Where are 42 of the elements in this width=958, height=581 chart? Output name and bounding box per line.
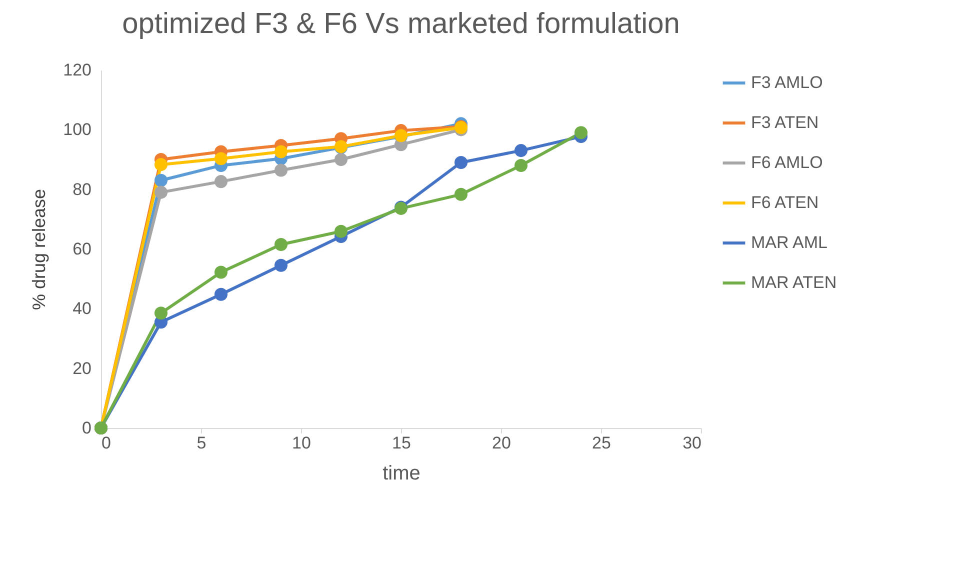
point xyxy=(154,306,168,320)
point xyxy=(214,175,228,188)
point xyxy=(214,152,228,166)
y-tick-label: 80 xyxy=(72,180,92,199)
legend-label: F3 AMLO xyxy=(751,73,823,92)
y-tick-label: 100 xyxy=(63,120,92,140)
x-tick-label: 5 xyxy=(196,434,206,452)
point xyxy=(274,145,288,158)
point xyxy=(454,156,468,169)
y-tick-label: 0 xyxy=(82,418,92,438)
x-tick-label: 15 xyxy=(392,434,411,452)
point xyxy=(214,266,228,279)
point xyxy=(154,158,168,172)
point xyxy=(274,258,288,272)
legend-label: F3 ATEN xyxy=(751,113,819,132)
point xyxy=(514,158,528,172)
legend-label: MAR ATEN xyxy=(751,273,837,292)
y-tick-label: 20 xyxy=(72,358,92,378)
point xyxy=(274,238,288,252)
x-tick-label: 25 xyxy=(592,434,611,452)
legend-label: MAR AML xyxy=(751,233,828,252)
point xyxy=(574,126,588,140)
chart-title: optimized F3 & F6 Vs marketed formulation xyxy=(122,8,680,40)
y-tick-label: 60 xyxy=(72,240,92,258)
x-tick-label: 20 xyxy=(492,434,511,452)
y-tick-label: 120 xyxy=(63,60,92,80)
x-axis-title: time xyxy=(382,462,420,484)
x-tick-label: 30 xyxy=(682,434,702,452)
x-tick-label: 0 xyxy=(102,434,111,452)
x-tick-label: 10 xyxy=(292,434,311,452)
y-axis-title: % drug release xyxy=(29,188,50,310)
point xyxy=(154,186,168,199)
point xyxy=(454,188,468,201)
point xyxy=(334,152,348,166)
legend-label: F6 AMLO xyxy=(751,153,823,172)
legend-label: F6 ATEN xyxy=(751,193,819,212)
point xyxy=(334,224,348,238)
point xyxy=(514,144,528,158)
point xyxy=(214,288,228,301)
point xyxy=(274,164,288,177)
y-tick-label: 40 xyxy=(72,299,92,318)
point xyxy=(154,174,168,187)
